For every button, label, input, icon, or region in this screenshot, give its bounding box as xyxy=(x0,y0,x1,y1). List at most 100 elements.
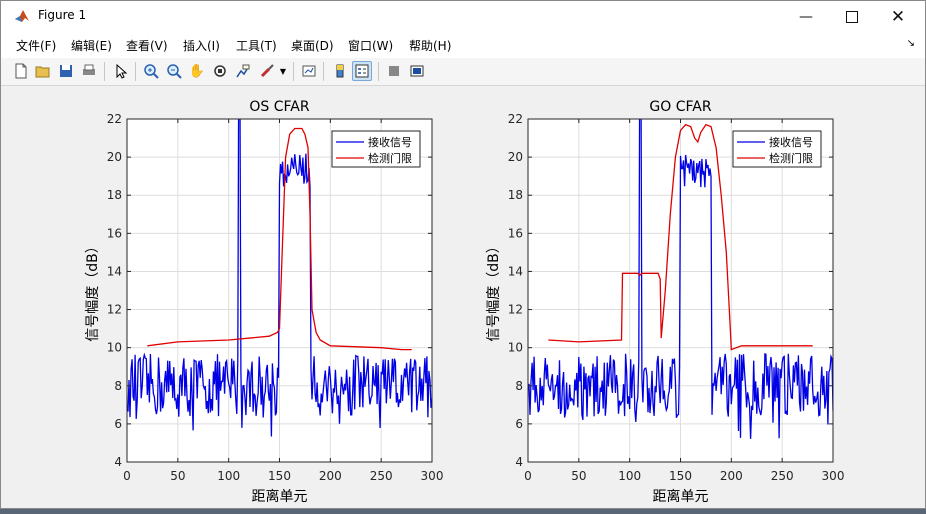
x-tick-label: 100 xyxy=(618,469,641,483)
maximize-button[interactable] xyxy=(829,1,875,32)
y-tick-label: 4 xyxy=(114,455,122,469)
series-line-1 xyxy=(528,119,833,439)
brush-button[interactable] xyxy=(257,61,277,81)
series-line-1 xyxy=(127,119,432,437)
new-figure-button[interactable] xyxy=(11,61,31,81)
data-cursor-icon xyxy=(236,64,250,78)
x-tick-label: 200 xyxy=(319,469,342,483)
x-axis-label: 距离单元 xyxy=(653,488,709,505)
y-tick-label: 12 xyxy=(508,303,523,317)
x-tick-label: 100 xyxy=(217,469,240,483)
y-tick-label: 20 xyxy=(107,150,122,164)
menu-tools[interactable]: 工具(T) xyxy=(236,39,277,53)
menu-edit[interactable]: 编辑(E) xyxy=(71,39,112,53)
y-tick-label: 14 xyxy=(107,264,122,278)
y-tick-label: 16 xyxy=(508,226,523,240)
pan-button[interactable]: ✋ xyxy=(187,61,207,81)
menu-file[interactable]: 文件(F) xyxy=(16,39,57,53)
title-bar[interactable]: Figure 1 — ✕ xyxy=(1,1,925,32)
toolbar-separator xyxy=(293,62,294,81)
menu-desktop[interactable]: 桌面(D) xyxy=(291,39,334,53)
figure-canvas: 0 50 100 150 200 250 300 4 6 8 10 12 14 16 18 20 22 OS CF… xyxy=(9,86,919,507)
x-tick-label: 150 xyxy=(268,469,291,483)
colorbar-icon xyxy=(336,64,344,78)
x-tick-label: 300 xyxy=(822,469,845,483)
rotate-3d-button[interactable] xyxy=(210,61,230,81)
save-icon xyxy=(60,65,72,77)
data-cursor-button[interactable] xyxy=(233,61,253,81)
y-tick-label: 4 xyxy=(515,455,523,469)
show-plot-tools-icon xyxy=(410,65,424,77)
menu-insert[interactable]: 插入(I) xyxy=(183,39,220,53)
y-axis-label: 信号幅度（dB） xyxy=(85,239,101,342)
save-button[interactable] xyxy=(56,61,76,81)
colorbar-button[interactable] xyxy=(330,61,350,81)
chevron-down-icon: ▼ xyxy=(279,66,287,76)
hide-plot-tools-icon xyxy=(389,66,399,76)
close-icon: ✕ xyxy=(890,6,906,27)
y-tick-label: 22 xyxy=(107,112,122,126)
new-figure-icon xyxy=(15,63,27,79)
print-icon xyxy=(83,64,95,75)
chart-1: 0 50 100 150 200 250 300 4 6 8 10 12 14 16 18 20 22 OS CF… xyxy=(85,99,444,505)
toolbar-separator xyxy=(323,62,324,81)
maximize-icon xyxy=(846,10,858,23)
y-tick-label: 8 xyxy=(114,379,122,393)
zoom-in-button[interactable] xyxy=(141,61,161,81)
minimize-button[interactable]: — xyxy=(783,1,829,32)
select-arrow-button[interactable] xyxy=(111,61,131,81)
chart-title: GO CFAR xyxy=(649,99,711,115)
toolbar-separator xyxy=(378,62,379,81)
brush-icon xyxy=(260,64,274,78)
pan-hand-icon: ✋ xyxy=(188,63,206,79)
x-tick-label: 0 xyxy=(123,469,131,483)
menu-help[interactable]: 帮助(H) xyxy=(409,39,452,53)
rotate-3d-icon xyxy=(214,65,226,77)
legend-box xyxy=(732,130,822,168)
link-plot-icon xyxy=(302,65,316,77)
open-file-button[interactable] xyxy=(33,61,53,81)
toolbar-separator xyxy=(104,62,105,81)
figure-toolbar: ✋ ▼ xyxy=(1,58,925,86)
x-tick-label: 300 xyxy=(421,469,444,483)
x-tick-label: 200 xyxy=(720,469,743,483)
show-plot-tools-button[interactable] xyxy=(407,61,427,81)
series-line-2 xyxy=(147,127,412,351)
chart-title: OS CFAR xyxy=(249,99,309,115)
close-button[interactable]: ✕ xyxy=(875,1,921,32)
legend-label-1: 接收信号 xyxy=(368,135,412,149)
y-tick-label: 6 xyxy=(114,417,122,431)
y-tick-label: 8 xyxy=(515,379,523,393)
brush-dropdown[interactable]: ▼ xyxy=(277,61,289,81)
legend-button[interactable] xyxy=(352,61,372,81)
hide-plot-tools-button[interactable] xyxy=(384,61,404,81)
zoom-out-icon xyxy=(167,64,182,79)
menu-view[interactable]: 查看(V) xyxy=(126,39,168,53)
legend-label-2: 检测门限 xyxy=(769,151,813,165)
legend-icon xyxy=(355,64,369,78)
zoom-out-button[interactable] xyxy=(164,61,184,81)
y-tick-label: 10 xyxy=(508,341,523,355)
zoom-in-icon xyxy=(144,64,159,79)
y-tick-label: 14 xyxy=(508,264,523,278)
y-tick-label: 10 xyxy=(107,341,122,355)
x-tick-label: 150 xyxy=(669,469,692,483)
print-button[interactable] xyxy=(79,61,99,81)
y-tick-label: 6 xyxy=(515,417,523,431)
y-tick-label: 16 xyxy=(107,226,122,240)
minimize-icon: — xyxy=(799,8,813,25)
link-plot-button[interactable] xyxy=(299,61,319,81)
menu-window[interactable]: 窗口(W) xyxy=(348,39,394,53)
toolbar-separator xyxy=(135,62,136,81)
y-tick-label: 22 xyxy=(508,112,523,126)
dock-arrow-icon[interactable]: ↘ xyxy=(906,38,915,49)
matlab-logo-icon xyxy=(14,8,30,24)
x-tick-label: 0 xyxy=(524,469,532,483)
y-tick-label: 18 xyxy=(508,188,523,202)
x-tick-label: 50 xyxy=(571,469,586,483)
x-tick-label: 250 xyxy=(370,469,393,483)
